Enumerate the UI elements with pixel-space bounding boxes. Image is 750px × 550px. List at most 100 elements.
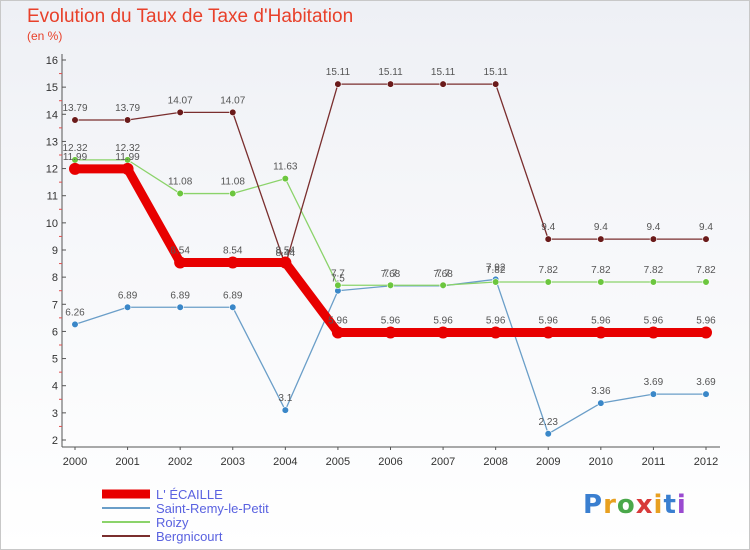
logo-letter: o [616, 490, 636, 520]
data-label-saint-remy-le-petit: 2.23 [539, 417, 559, 428]
data-point-roizy [229, 189, 237, 198]
data-label-roizy: 11.08 [168, 177, 193, 188]
x-tick-label: 2009 [536, 456, 560, 468]
data-point-saint-remy-le-petit [281, 406, 289, 414]
data-point-bergnicourt [649, 235, 658, 243]
data-label-bergnicourt: 15.11 [484, 67, 509, 78]
y-tick-label: 2 [52, 435, 58, 447]
data-label-l-caille: 5.96 [696, 316, 716, 327]
data-label-l-caille: 5.96 [539, 316, 559, 327]
data-point-saint-remy-le-petit [123, 303, 132, 311]
data-label-saint-remy-le-petit: 6.26 [65, 307, 85, 318]
data-label-roizy: 7.7 [384, 268, 398, 279]
data-point-l-caille [594, 326, 607, 339]
data-label-bergnicourt: 8.44 [276, 248, 296, 259]
x-tick-label: 2008 [483, 456, 507, 468]
data-label-l-caille: 5.96 [644, 316, 664, 327]
data-label-bergnicourt: 9.4 [594, 222, 608, 233]
x-tick-label: 2011 [642, 456, 666, 468]
y-tick-label: 7 [52, 299, 58, 311]
proxiti-logo: Proxiti [583, 490, 687, 520]
x-tick-label: 2004 [273, 456, 297, 468]
data-point-bergnicourt [544, 235, 552, 243]
data-label-roizy: 11.08 [221, 177, 246, 188]
data-point-bergnicourt [702, 235, 710, 243]
data-point-l-caille [489, 326, 502, 339]
data-label-bergnicourt: 15.11 [378, 67, 403, 78]
legend-label-bergnicourt: Bergnicourt [156, 529, 223, 544]
data-label-bergnicourt: 9.4 [699, 222, 713, 233]
data-label-roizy: 12.32 [62, 143, 87, 154]
data-label-l-caille: 8.54 [223, 245, 243, 256]
data-point-roizy [439, 281, 447, 289]
data-label-bergnicourt: 13.79 [115, 103, 140, 114]
data-label-bergnicourt: 14.07 [168, 95, 193, 106]
data-point-roizy [334, 281, 342, 289]
data-point-bergnicourt [123, 116, 132, 124]
chart-title: Evolution du Taux de Taxe d'Habitation [27, 6, 354, 27]
logo-letter: i [676, 490, 687, 520]
data-point-roizy [176, 189, 184, 198]
data-label-l-caille: 5.96 [381, 316, 401, 327]
data-point-saint-remy-le-petit [649, 390, 658, 398]
data-point-l-caille [647, 326, 660, 339]
legend-label-roizy: Roizy [156, 515, 189, 530]
data-label-saint-remy-le-petit: 7.68 [433, 269, 453, 280]
data-label-saint-remy-le-petit: 7.68 [381, 269, 401, 280]
x-tick-label: 2010 [589, 456, 613, 468]
data-label-bergnicourt: 9.4 [646, 222, 660, 233]
axes: 2 3 4 5 6 7 8 9 10 11 12 13 14 15 16 2000 2001 2002 2003 20… [46, 54, 720, 468]
data-point-saint-remy-le-petit [597, 399, 605, 407]
data-label-saint-remy-le-petit: 3.69 [644, 377, 664, 388]
data-point-bergnicourt [334, 80, 342, 88]
data-label-l-caille: 5.96 [486, 316, 506, 327]
data-point-roizy [281, 175, 289, 183]
data-point-l-caille [331, 326, 344, 339]
data-label-roizy: 12.32 [115, 143, 140, 154]
logo-letter: x [635, 490, 654, 520]
x-tick-label: 2003 [221, 456, 245, 468]
x-tick-label: 2006 [378, 456, 402, 468]
x-tick-label: 2012 [694, 456, 718, 468]
y-tick-label: 8 [52, 272, 58, 284]
data-label-saint-remy-le-petit: 6.89 [223, 290, 243, 301]
x-tick-label: 2002 [168, 456, 192, 468]
series-lines [69, 80, 712, 438]
data-point-saint-remy-le-petit [229, 303, 237, 311]
data-point-l-caille [437, 326, 450, 339]
data-point-saint-remy-le-petit [176, 303, 184, 311]
y-tick-label: 13 [46, 136, 58, 148]
y-tick-label: 6 [52, 326, 58, 338]
data-label-saint-remy-le-petit: 3.36 [591, 386, 611, 397]
data-point-bergnicourt [597, 235, 605, 243]
y-tick-label: 15 [46, 82, 58, 94]
data-point-bergnicourt [229, 108, 237, 116]
y-tick-label: 10 [46, 218, 58, 230]
data-point-roizy [649, 278, 658, 286]
data-point-l-caille [542, 326, 555, 339]
legend-label-l-caille: L' ÉCAILLE [156, 487, 223, 502]
data-point-saint-remy-le-petit [544, 430, 552, 438]
data-point-l-caille [279, 256, 292, 269]
data-point-roizy [597, 278, 605, 286]
logo-letter: P [583, 490, 604, 520]
data-label-saint-remy-le-petit: 7.92 [486, 262, 506, 273]
data-label-bergnicourt: 13.79 [62, 103, 87, 114]
data-point-l-caille [69, 162, 81, 175]
legend: L' ÉCAILLESaint-Remy-le-PetitRoizyBergni… [102, 487, 269, 544]
data-label-saint-remy-le-petit: 3.1 [278, 393, 292, 404]
data-label-roizy: 7.7 [331, 268, 345, 279]
data-label-roizy: 7.82 [591, 265, 611, 276]
y-tick-label: 12 [46, 164, 58, 176]
data-point-saint-remy-le-petit [702, 390, 710, 398]
data-label-roizy: 7.82 [539, 265, 559, 276]
data-label-roizy: 7.7 [436, 268, 450, 279]
logo-letter: r [603, 490, 617, 520]
y-tick-label: 16 [46, 55, 58, 67]
data-labels: 6.26 6.89 6.89 6.89 3.1 7.5 7.68 7.68 7.92 2.23 3.… [62, 67, 716, 428]
data-point-bergnicourt [386, 80, 395, 88]
y-tick-label: 9 [52, 245, 58, 257]
data-label-bergnicourt: 15.11 [326, 67, 351, 78]
